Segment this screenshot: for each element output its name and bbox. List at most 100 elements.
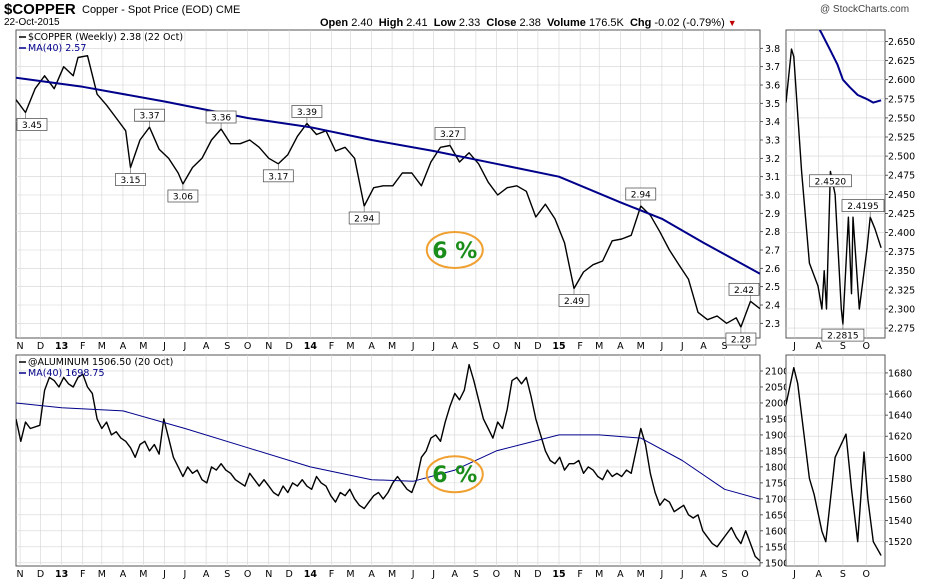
x-tick-label: 13: [55, 569, 68, 580]
data-label-box: [262, 169, 294, 183]
x-tick-label: A: [815, 569, 822, 580]
data-label: 3.15: [115, 167, 146, 186]
y-tick-label: 1650: [765, 510, 789, 521]
legend-label: $COPPER (Weekly) 2.38 (22 Oct): [28, 32, 183, 43]
x-tick-label: M: [595, 341, 603, 352]
series-line-ma: [16, 76, 760, 275]
close-value: 2.38: [519, 17, 541, 29]
data-label-box: [558, 294, 590, 307]
x-tick-label: M: [346, 341, 354, 352]
annotation: 6 %: [425, 455, 484, 494]
y-tick-label: 1600: [888, 453, 912, 464]
x-tick-label: A: [700, 341, 707, 352]
x-tick-label: J: [183, 341, 187, 352]
data-label-box: [134, 108, 165, 122]
y-tick-label: 1680: [888, 368, 912, 379]
open-value: 2.40: [351, 17, 373, 29]
x-tick-label: M: [388, 569, 396, 580]
y-tick-label: 1640: [888, 411, 912, 422]
x-tick-label: S: [722, 569, 728, 580]
x-tick-label: N: [17, 569, 24, 580]
y-tick-label: 2.3: [765, 319, 780, 330]
x-tick-label: O: [863, 569, 870, 580]
x-tick-label: J: [792, 569, 796, 580]
y-tick-label: 1950: [765, 414, 789, 425]
y-tick-label: 2.325: [888, 285, 915, 296]
y-tick-label: 2.9: [765, 209, 780, 220]
x-tick-label: A: [120, 569, 127, 580]
chg-value: -0.02 (-0.79%): [654, 17, 725, 29]
y-tick-label: 3.2: [765, 154, 780, 165]
annotation-text: 6 %: [432, 239, 477, 264]
x-tick-label: O: [741, 569, 748, 580]
data-label: 2.94: [625, 187, 657, 206]
x-tick-label: J: [162, 569, 166, 580]
x-tick-label: M: [139, 569, 147, 580]
x-tick-label: F: [80, 569, 85, 580]
y-tick-label: 2.8: [765, 227, 780, 238]
y-tick-label: 2.650: [888, 37, 915, 48]
y-tick-label: 1620: [888, 432, 912, 443]
x-tick-label: J: [183, 569, 187, 580]
x-tick-label: M: [98, 569, 106, 580]
down-arrow-icon: ▼: [727, 18, 737, 28]
y-tick-label: 1600: [765, 526, 789, 537]
x-tick-label: S: [840, 341, 846, 352]
data-label-text: 3.17: [268, 172, 288, 182]
x-tick-label: F: [329, 569, 334, 580]
data-label: 2.49: [558, 288, 590, 307]
y-tick-label: 1580: [888, 474, 912, 485]
y-tick-label: 2050: [765, 382, 789, 393]
data-label-box: [434, 127, 466, 140]
y-tick-label: 1850: [765, 446, 789, 457]
y-tick-label: 2.400: [888, 228, 915, 239]
y-tick-label: 2.550: [888, 113, 915, 124]
annotation-text: 6 %: [432, 463, 477, 488]
y-tick-label: 2100: [765, 366, 789, 377]
legend-label: MA(40) 1698.75: [28, 368, 105, 379]
data-label-box: [809, 174, 852, 188]
data-label: 2.42: [728, 282, 760, 302]
x-tick-label: A: [452, 569, 459, 580]
x-tick-label: N: [514, 569, 521, 580]
data-label: 3.45: [16, 112, 48, 131]
data-label-box: [291, 105, 323, 118]
chg-label: Chg: [629, 17, 652, 29]
data-label-text: 3.15: [120, 176, 140, 186]
x-tick-label: O: [244, 569, 251, 580]
data-label-text: 2.4195: [847, 202, 879, 212]
watermark: @ StockCharts.com: [820, 4, 910, 15]
x-tick-label: S: [722, 341, 728, 352]
chart-symbol: $COPPER: [4, 1, 76, 18]
data-label-text: 2.2815: [827, 332, 859, 342]
x-tick-label: M: [346, 569, 354, 580]
x-tick-label: A: [700, 569, 707, 580]
x-tick-label: F: [329, 341, 334, 352]
y-tick-label: 3.7: [765, 62, 780, 73]
quote-bar: Open 2.40 High 2.41 Low 2.33 Close 2.38 …: [320, 17, 737, 29]
series-group: [786, 367, 882, 556]
data-label-text: 3.36: [211, 114, 231, 124]
data-label: 2.4195: [841, 199, 885, 218]
x-tick-label: A: [120, 341, 127, 352]
data-label-box: [821, 328, 865, 342]
data-label: 2.2815: [821, 323, 865, 342]
data-label-text: 2.4520: [815, 177, 847, 187]
y-tick-label: 1800: [765, 462, 789, 473]
y-tick-label: 3.8: [765, 44, 780, 55]
y-tick-label: 2.425: [888, 209, 915, 220]
x-tick-label: A: [203, 341, 210, 352]
chart-date: 22-Oct-2015: [4, 17, 60, 28]
y-tick-label: 3.3: [765, 136, 780, 147]
x-tick-label: J: [431, 341, 435, 352]
x-tick-label: M: [595, 569, 603, 580]
low-value: 2.33: [458, 17, 481, 29]
data-label: 3.27: [434, 127, 466, 146]
x-tick-label: J: [792, 341, 796, 352]
x-tick-label: N: [514, 341, 521, 352]
x-tick-label: J: [411, 569, 415, 580]
y-tick-label: 2.4: [765, 301, 780, 312]
data-label: 3.36: [205, 110, 237, 129]
legend-label: MA(40) 2.57: [28, 43, 86, 54]
data-label-text: 2.28: [731, 336, 751, 346]
